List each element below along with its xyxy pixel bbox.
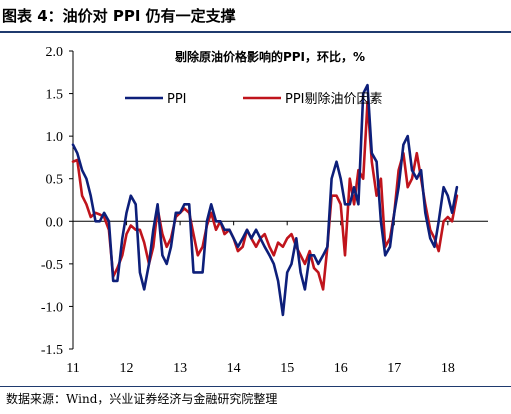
source-rule xyxy=(0,386,511,387)
x-tick-label: 13 xyxy=(173,361,187,376)
y-tick-label: 0.0 xyxy=(46,215,64,230)
x-tick-label: 12 xyxy=(120,361,134,376)
y-tick-label: 1.0 xyxy=(46,130,64,145)
legend-item-ppi-ex-oil-label: PPI剔除油价因素 xyxy=(285,92,383,107)
y-tick-label: 0.5 xyxy=(46,173,64,188)
title-rule xyxy=(0,31,511,33)
x-tick-label: 11 xyxy=(66,361,79,376)
legend: PPI PPI剔除油价因素 xyxy=(125,92,383,107)
y-tick-label: 2.0 xyxy=(46,45,64,60)
x-tick-label: 15 xyxy=(280,361,294,376)
x-tick-label: 17 xyxy=(387,361,401,376)
line-chart: 2.0 1.5 1.0 0.5 0.0 -0.5 -1.0 -1.511 12 13 14 15 16 1… xyxy=(41,45,488,376)
source-note: 数据来源：Wind，兴业证券经济与金融研究院整理 xyxy=(6,392,278,406)
axes: 2.0 1.5 1.0 0.5 0.0 -0.5 -1.0 -1.511 12 13 14 15 16 1… xyxy=(41,45,488,376)
figure-title: 图表 4：油价对 PPI 仍有一定支撑 xyxy=(2,7,236,25)
chart-title: 剔除原油价格影响的PPI，环比，% xyxy=(174,49,365,64)
y-tick-label: 1.5 xyxy=(46,88,64,103)
series-lines xyxy=(71,83,459,317)
x-tick-label: 14 xyxy=(227,361,241,376)
y-tick-label: -1.5 xyxy=(41,343,63,358)
legend-item-ppi-label: PPI xyxy=(167,92,187,107)
series-line-ppi xyxy=(71,83,459,317)
x-tick-label: 16 xyxy=(334,361,348,376)
x-tick-label: 18 xyxy=(441,361,455,376)
y-tick-label: -0.5 xyxy=(41,258,63,273)
y-tick-label: -1.0 xyxy=(41,300,63,315)
